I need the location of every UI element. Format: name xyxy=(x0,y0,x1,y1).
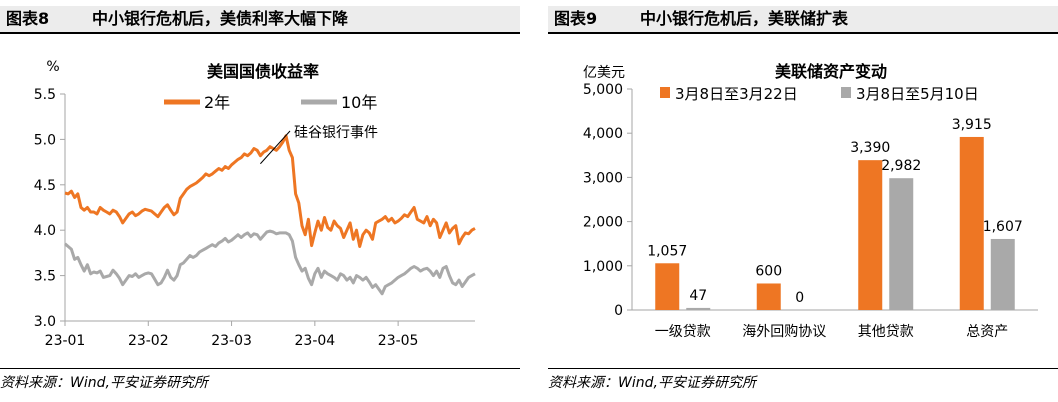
legend-swatch-series-2 xyxy=(841,87,851,98)
y-axis-unit: 亿美元 xyxy=(583,65,625,81)
x-tick-label: 23-02 xyxy=(128,333,169,349)
legend: 2年 10年 xyxy=(164,93,377,112)
chart-title: 美国国债收益率 xyxy=(207,62,319,81)
bar-series-2-3 xyxy=(990,238,1015,310)
x-tick-label: 23-01 xyxy=(45,333,86,349)
y-tick-label: 3.5 xyxy=(34,269,56,285)
bar-value-label: 1,607 xyxy=(983,219,1023,235)
annotation-label: 硅谷银行事件 xyxy=(294,125,378,141)
bar-value-label: 3,390 xyxy=(850,140,890,156)
y-tick-label: 4.0 xyxy=(34,223,56,239)
category-label: 其他贷款 xyxy=(858,324,914,340)
bar-value-label: 3,915 xyxy=(952,117,992,133)
y-tick-label: 4.5 xyxy=(34,178,56,194)
legend: 3月8日至3月22日 3月8日至5月10日 xyxy=(660,85,979,103)
series-line-10y xyxy=(64,229,476,296)
y-tick-label: 4,000 xyxy=(583,126,623,142)
y-tick-label: 1,000 xyxy=(583,259,623,275)
category-label: 总资产 xyxy=(966,324,1008,340)
bar-value-label: 0 xyxy=(795,290,804,306)
right-figure-label: 图表9 xyxy=(554,9,598,28)
x-tick-label: 23-05 xyxy=(378,333,419,349)
fed-assets-bar-chart: 美联储资产变动 亿美元 3月8日至3月22日 3月8日至5月10日 0 1,000… xyxy=(583,62,1038,340)
bar-series-1-3 xyxy=(959,136,984,310)
bar-series-1-0 xyxy=(655,263,680,310)
bar-value-label: 1,057 xyxy=(647,243,687,259)
y-axis-unit: % xyxy=(46,59,59,75)
y-tick-label: 3,000 xyxy=(583,170,623,186)
y-tick-label: 0 xyxy=(614,303,623,319)
left-figure-title: 中小银行危机后，美债利率大幅下降 xyxy=(92,9,349,28)
x-tick-label: 23-03 xyxy=(211,333,252,349)
category-label: 一级贷款 xyxy=(655,324,711,340)
yield-line-chart: 美国国债收益率 % 2年 10年 3.0 3.5 4.0 4.5 5.0 5.5 23-0… xyxy=(34,59,476,349)
y-tick-label: 5,000 xyxy=(583,82,623,98)
bar-value-label: 2,982 xyxy=(881,158,921,174)
right-source-note: 资料来源：Wind,平安证券研究所 xyxy=(548,368,1058,392)
bar-series-1-1 xyxy=(756,283,781,310)
bar-series-2-0 xyxy=(686,307,711,310)
y-tick-label: 5.5 xyxy=(34,87,56,103)
bar-series-2-2 xyxy=(889,178,914,310)
legend-label-series-1: 3月8日至3月22日 xyxy=(675,85,798,103)
y-tick-label: 5.0 xyxy=(34,132,56,148)
left-figure-header: 图表8 中小银行危机后，美债利率大幅下降 xyxy=(0,6,520,34)
left-source-note: 资料来源：Wind,平安证券研究所 xyxy=(0,368,520,392)
category-label: 海外回购协议 xyxy=(742,324,826,340)
left-figure-panel: 图表8 中小银行危机后，美债利率大幅下降 美国国债收益率 % 2年 10年 3.… xyxy=(0,0,520,402)
chart-title: 美联储资产变动 xyxy=(775,62,887,81)
bar-value-label: 600 xyxy=(755,263,782,279)
series-line-2y xyxy=(64,134,476,248)
legend-label-series-2: 3月8日至5月10日 xyxy=(856,85,979,103)
bar-value-label: 47 xyxy=(689,288,707,304)
legend-label-2y: 2年 xyxy=(204,93,230,112)
legend-label-10y: 10年 xyxy=(341,93,377,112)
annotation-leader-line xyxy=(260,130,291,165)
left-figure-label: 图表8 xyxy=(6,9,50,28)
x-tick-label: 23-04 xyxy=(295,333,336,349)
y-tick-label: 2,000 xyxy=(583,215,623,231)
right-figure-panel: 图表9 中小银行危机后，美联储扩表 美联储资产变动 亿美元 3月8日至3月22日… xyxy=(548,0,1058,402)
bar-series-1-2 xyxy=(858,160,883,310)
right-figure-header: 图表9 中小银行危机后，美联储扩表 xyxy=(548,6,1058,34)
y-tick-label: 3.0 xyxy=(34,314,56,330)
right-figure-title: 中小银行危机后，美联储扩表 xyxy=(640,9,849,28)
legend-swatch-series-1 xyxy=(660,87,670,98)
